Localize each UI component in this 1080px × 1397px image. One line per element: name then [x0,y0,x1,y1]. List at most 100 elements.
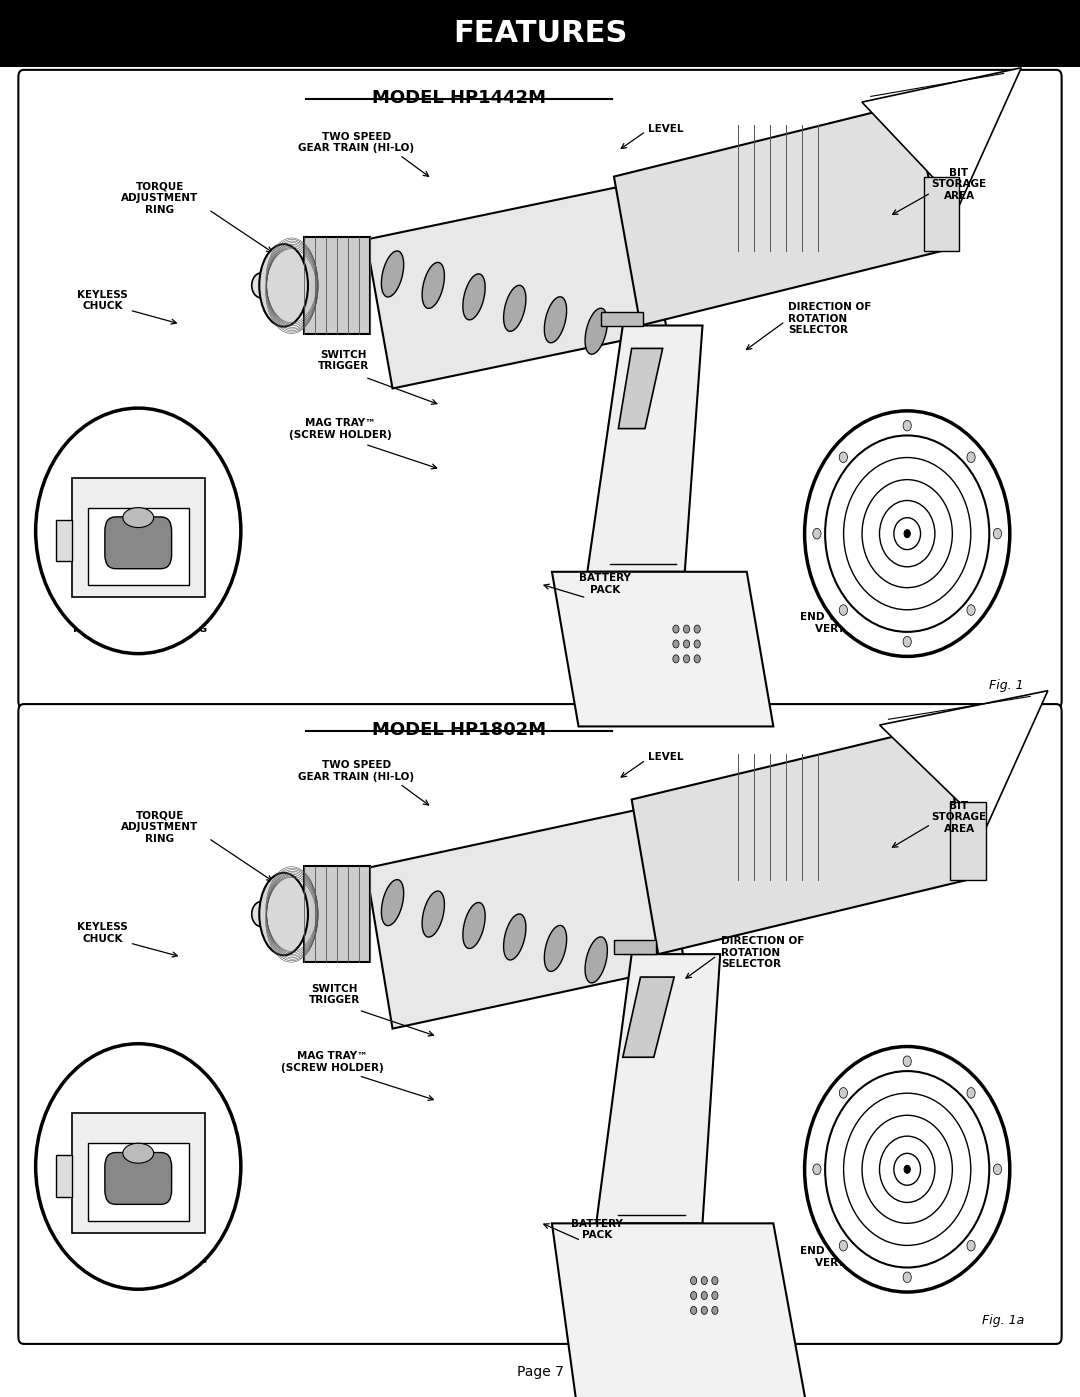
Ellipse shape [839,453,848,462]
Ellipse shape [123,507,153,528]
Ellipse shape [701,1306,707,1315]
Ellipse shape [994,528,1001,539]
Ellipse shape [673,655,679,662]
Ellipse shape [805,411,1010,657]
Ellipse shape [673,640,679,648]
Text: BIT
STORAGE
AREA: BIT STORAGE AREA [931,800,987,834]
Ellipse shape [701,1277,707,1285]
Text: SWITCH
TRIGGER: SWITCH TRIGGER [318,349,369,372]
Ellipse shape [903,1056,912,1066]
Bar [303,866,370,963]
Ellipse shape [813,528,821,539]
Polygon shape [879,690,1048,828]
Polygon shape [366,805,685,1028]
Bar [56,520,71,562]
Ellipse shape [701,1291,707,1299]
Text: DIRECTION OF
ROTATION
SELECTOR: DIRECTION OF ROTATION SELECTOR [721,936,805,970]
Ellipse shape [903,637,912,647]
Ellipse shape [259,873,308,956]
Ellipse shape [422,891,445,937]
Ellipse shape [123,1143,153,1164]
FancyBboxPatch shape [105,517,172,569]
Ellipse shape [904,1165,910,1173]
Text: MAG TRAY™
(SCREW HOLDER): MAG TRAY™ (SCREW HOLDER) [288,418,392,440]
Text: Page 7: Page 7 [516,1365,564,1379]
Polygon shape [596,954,720,1224]
Text: DIRECTION OF
ROTATION
SELECTOR: DIRECTION OF ROTATION SELECTOR [788,302,872,335]
Ellipse shape [967,453,975,462]
Bar [71,478,205,598]
Text: TWO SPEED
GEAR TRAIN (HI-LO): TWO SPEED GEAR TRAIN (HI-LO) [298,131,415,154]
Ellipse shape [503,285,526,331]
Ellipse shape [463,902,485,949]
Bar [303,237,370,334]
Ellipse shape [585,937,607,983]
Ellipse shape [422,263,445,309]
Ellipse shape [712,1277,718,1285]
Text: TOP VIEW OF LEVEL FOR
HORIZONTAL DRILLING: TOP VIEW OF LEVEL FOR HORIZONTAL DRILLIN… [68,612,213,634]
Text: MODEL HP1442M: MODEL HP1442M [372,89,546,108]
Text: BIT
STORAGE
AREA: BIT STORAGE AREA [931,168,987,201]
Text: TOP VIEW OF LEVEL FOR
HORIZONTAL DRILLING: TOP VIEW OF LEVEL FOR HORIZONTAL DRILLIN… [68,1243,213,1266]
Ellipse shape [544,925,567,971]
Ellipse shape [839,605,848,615]
Ellipse shape [684,655,690,662]
Ellipse shape [903,420,912,430]
Polygon shape [552,571,773,726]
Ellipse shape [813,1164,821,1175]
Ellipse shape [903,1273,912,1282]
Ellipse shape [967,1241,975,1250]
Ellipse shape [252,901,271,926]
Bar [923,176,959,251]
Ellipse shape [544,296,567,342]
Polygon shape [366,182,667,388]
Polygon shape [613,102,942,326]
Ellipse shape [967,605,975,615]
Ellipse shape [684,640,690,648]
Ellipse shape [381,880,404,926]
Ellipse shape [503,914,526,960]
Ellipse shape [690,1291,697,1299]
Text: KEYLESS
CHUCK: KEYLESS CHUCK [78,289,127,312]
Text: BATTERY
PACK: BATTERY PACK [579,573,631,595]
Ellipse shape [673,624,679,633]
Text: SWITCH
TRIGGER: SWITCH TRIGGER [309,983,361,1006]
Text: TORQUE
ADJUSTMENT
RING: TORQUE ADJUSTMENT RING [121,182,199,215]
Ellipse shape [585,309,607,355]
Text: TORQUE
ADJUSTMENT
RING: TORQUE ADJUSTMENT RING [121,810,199,844]
Text: Fig. 1: Fig. 1 [989,679,1024,692]
Ellipse shape [690,1277,697,1285]
Ellipse shape [252,272,271,298]
Ellipse shape [839,1241,848,1250]
Polygon shape [623,977,674,1058]
Text: LEVEL: LEVEL [648,752,684,763]
Text: END VIEW OF LEVEL FOR
VERTICAL DRILLING: END VIEW OF LEVEL FOR VERTICAL DRILLING [800,612,945,634]
Ellipse shape [994,1164,1001,1175]
Polygon shape [552,1224,809,1397]
Ellipse shape [381,251,404,298]
Ellipse shape [690,1306,697,1315]
Ellipse shape [684,624,690,633]
Ellipse shape [36,408,241,654]
Text: TWO SPEED
GEAR TRAIN (HI-LO): TWO SPEED GEAR TRAIN (HI-LO) [298,760,415,782]
Polygon shape [588,326,702,571]
Bar [613,940,657,954]
Bar [0,0,1080,67]
Ellipse shape [259,244,308,327]
Bar [87,507,189,585]
Bar [600,312,644,326]
Ellipse shape [36,1044,241,1289]
FancyBboxPatch shape [105,1153,172,1204]
Ellipse shape [694,640,700,648]
Bar [87,1143,189,1221]
Text: KEYLESS
CHUCK: KEYLESS CHUCK [78,922,127,944]
Ellipse shape [712,1291,718,1299]
Text: MAG TRAY™
(SCREW HOLDER): MAG TRAY™ (SCREW HOLDER) [281,1051,384,1073]
Text: END VIEW OF LEVEL FOR
VERTICAL DRILLING: END VIEW OF LEVEL FOR VERTICAL DRILLING [800,1246,945,1268]
Ellipse shape [694,655,700,662]
Ellipse shape [967,1088,975,1098]
Ellipse shape [839,1088,848,1098]
Text: Fig. 1a: Fig. 1a [982,1315,1024,1327]
Ellipse shape [904,529,910,538]
Ellipse shape [805,1046,1010,1292]
